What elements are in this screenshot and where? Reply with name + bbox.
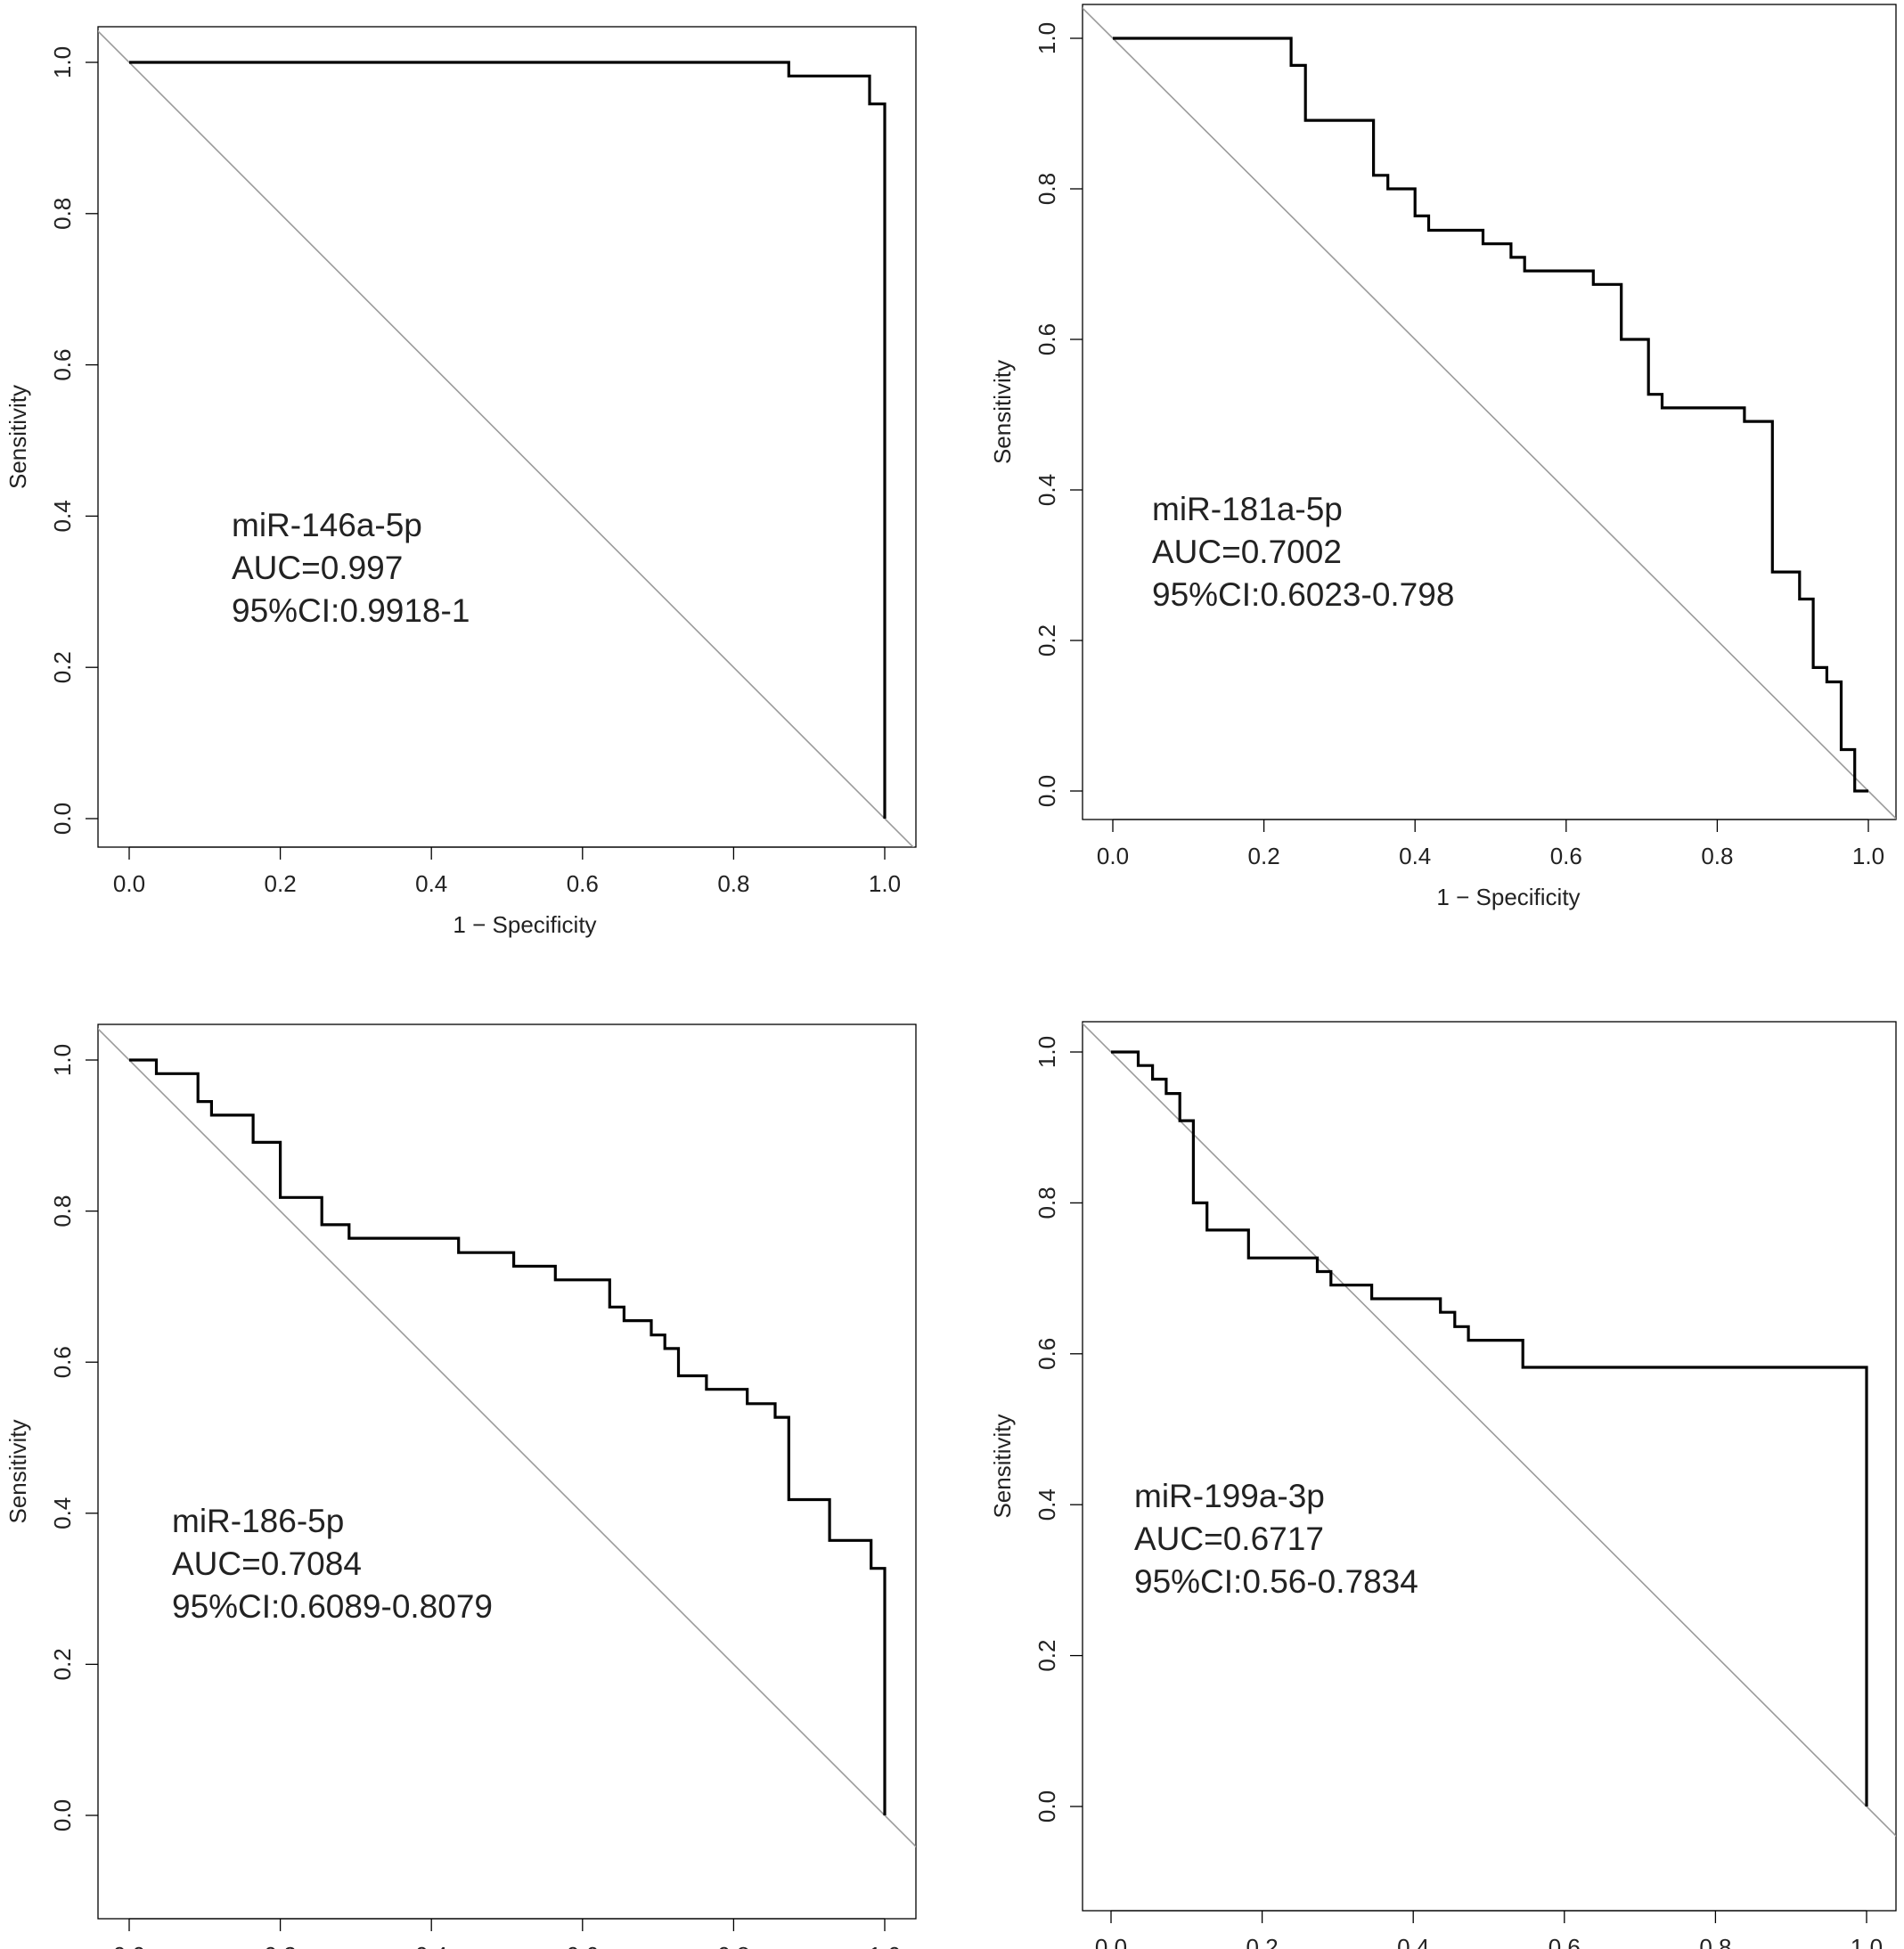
y-axis-title: Sensitivity bbox=[989, 360, 1016, 464]
x-tick-label: 0.6 bbox=[1550, 843, 1582, 869]
x-tick-label: 0.8 bbox=[717, 870, 749, 897]
x-tick-label: 0.4 bbox=[415, 1942, 447, 1949]
auc-annotation-line: AUC=0.7002 bbox=[1152, 534, 1342, 570]
x-axis-title: 1 − Specificity bbox=[453, 911, 596, 938]
x-tick-label: 0.6 bbox=[567, 1942, 599, 1949]
x-tick-label: 0.2 bbox=[1248, 843, 1280, 869]
y-tick-label: 1.0 bbox=[49, 1044, 76, 1076]
plot-frame bbox=[97, 1023, 917, 1920]
y-tick-label: 1.0 bbox=[1034, 1036, 1060, 1068]
auc-annotation-line: AUC=0.7084 bbox=[172, 1545, 362, 1582]
x-tick-label: 1.0 bbox=[869, 870, 901, 897]
roc-curve-line bbox=[1113, 37, 1868, 793]
x-tick-label: 0.8 bbox=[717, 1942, 749, 1949]
y-axis-title: Sensitivity bbox=[4, 385, 31, 489]
y-tick-label: 0.2 bbox=[1034, 624, 1060, 656]
reference-diagonal-line bbox=[1083, 1022, 1896, 1838]
x-tick-label: 0.6 bbox=[1549, 1934, 1581, 1949]
roc-panel-3: 0.00.20.40.60.81.00.00.20.40.60.81.01 − … bbox=[4, 1023, 917, 1949]
y-tick-label: 0.4 bbox=[49, 500, 76, 532]
x-tick-label: 0.0 bbox=[113, 870, 145, 897]
auc-annotation-line: 95%CI:0.56-0.7834 bbox=[1134, 1563, 1418, 1600]
y-tick-label: 0.4 bbox=[49, 1497, 76, 1529]
y-tick-label: 1.0 bbox=[49, 46, 76, 78]
y-tick-label: 0.8 bbox=[49, 198, 76, 230]
auc-annotation-line: miR-186-5p bbox=[172, 1503, 344, 1539]
x-tick-label: 1.0 bbox=[869, 1942, 901, 1949]
y-tick-label: 0.8 bbox=[49, 1195, 76, 1227]
x-axis-title: 1 − Specificity bbox=[1436, 884, 1580, 910]
auc-annotation-line: 95%CI:0.9918-1 bbox=[232, 592, 470, 629]
y-tick-label: 0.0 bbox=[49, 803, 76, 835]
x-tick-label: 0.0 bbox=[1095, 1934, 1127, 1949]
x-tick-label: 0.8 bbox=[1699, 1934, 1731, 1949]
x-tick-label: 0.0 bbox=[113, 1942, 145, 1949]
x-tick-label: 0.8 bbox=[1701, 843, 1733, 869]
y-tick-label: 0.2 bbox=[1034, 1640, 1060, 1672]
y-tick-label: 0.2 bbox=[49, 651, 76, 683]
auc-annotation-line: miR-146a-5p bbox=[232, 507, 422, 543]
roc-panel-1: 0.0 0.2 0.4 0.6 0.8 1.0 0.0 0.2 0.4 0.6 0.8 1.0 1 − … bbox=[4, 26, 917, 938]
roc-panel-2: 0.0 0.2 0.4 0.6 0.8 1.0 0.0 0.2 0.4 0.6 0.8 1.0 1 − … bbox=[989, 4, 1897, 910]
y-tick-label: 0.6 bbox=[1034, 323, 1060, 355]
x-tick-label: 0.4 bbox=[1397, 1934, 1429, 1949]
plot-frame bbox=[97, 26, 917, 848]
reference-diagonal-line bbox=[98, 1027, 916, 1848]
y-tick-label: 0.0 bbox=[1034, 1790, 1060, 1823]
auc-annotation-line: 95%CI:0.6023-0.798 bbox=[1152, 576, 1454, 613]
y-tick-label: 0.8 bbox=[1034, 1187, 1060, 1219]
x-tick-label: 1.0 bbox=[1851, 1934, 1883, 1949]
reference-diagonal-line bbox=[1083, 6, 1896, 820]
y-tick-label: 0.0 bbox=[1034, 775, 1060, 807]
plot-frame bbox=[1082, 1021, 1897, 1912]
x-tick-label: 0.2 bbox=[265, 1942, 297, 1949]
auc-annotation-line: AUC=0.997 bbox=[232, 550, 403, 586]
auc-annotation-line: AUC=0.6717 bbox=[1134, 1521, 1324, 1557]
x-tick-label: 0.4 bbox=[415, 870, 447, 897]
y-tick-label: 0.8 bbox=[1034, 173, 1060, 205]
y-tick-label: 0.6 bbox=[1034, 1338, 1060, 1370]
auc-annotation-line: miR-181a-5p bbox=[1152, 491, 1343, 527]
x-tick-label: 1.0 bbox=[1852, 843, 1884, 869]
y-axis-title: Sensitivity bbox=[4, 1419, 31, 1523]
y-tick-label: 0.4 bbox=[1034, 474, 1060, 506]
auc-annotation-line: 95%CI:0.6089-0.8079 bbox=[172, 1588, 493, 1625]
roc-curve-line bbox=[1111, 1050, 1868, 1806]
y-tick-label: 0.6 bbox=[49, 349, 76, 381]
roc-curve-line bbox=[129, 1058, 887, 1815]
roc-panel-4: 0.00.20.40.60.81.00.00.20.40.60.81.01 − … bbox=[989, 1021, 1897, 1949]
x-tick-label: 0.4 bbox=[1399, 843, 1431, 869]
y-tick-label: 1.0 bbox=[1034, 22, 1060, 54]
y-tick-label: 0.2 bbox=[49, 1648, 76, 1680]
y-axis-title: Sensitivity bbox=[989, 1414, 1016, 1518]
x-tick-label: 0.2 bbox=[265, 870, 297, 897]
x-tick-label: 0.6 bbox=[567, 870, 599, 897]
roc-curve-line bbox=[129, 61, 887, 819]
y-tick-label: 0.6 bbox=[49, 1346, 76, 1378]
x-tick-label: 0.0 bbox=[1097, 843, 1129, 869]
auc-annotation-line: miR-199a-3p bbox=[1134, 1478, 1325, 1514]
x-tick-label: 0.2 bbox=[1246, 1934, 1279, 1949]
y-tick-label: 0.4 bbox=[1034, 1488, 1060, 1521]
y-tick-label: 0.0 bbox=[49, 1799, 76, 1831]
reference-diagonal-line bbox=[98, 29, 915, 847]
